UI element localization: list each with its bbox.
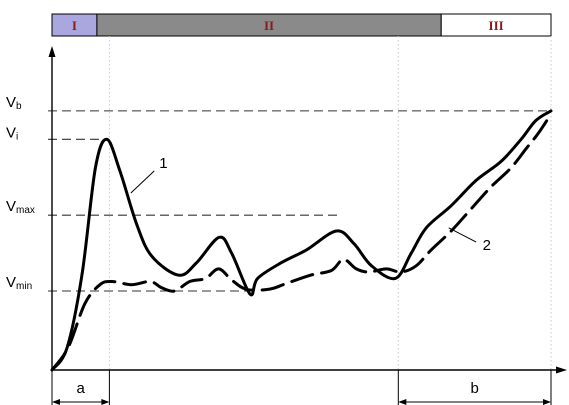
level-label-vmax: Vmax xyxy=(6,198,35,216)
axes xyxy=(48,46,567,374)
stage-bar: I II III xyxy=(51,13,552,37)
level-label-vmin: Vmin xyxy=(6,274,32,292)
curve-label-1: 1 xyxy=(159,155,167,172)
interval-arrow xyxy=(101,399,110,405)
interval-label-b: b xyxy=(470,380,478,397)
interval-arrow xyxy=(398,399,407,405)
stage-label: I xyxy=(72,18,77,33)
interval-arrow xyxy=(543,399,551,405)
guide-lines xyxy=(48,36,552,370)
level-label-main: V xyxy=(6,198,16,215)
interval-label-a: a xyxy=(77,380,86,397)
level-label-sub: i xyxy=(16,131,18,142)
interval-arrow xyxy=(52,399,60,405)
stage-label: III xyxy=(489,18,504,33)
stage-label: II xyxy=(264,18,274,33)
level-label-main: V xyxy=(6,274,16,291)
level-label-main: V xyxy=(6,94,16,111)
level-label-vb: Vb xyxy=(6,94,22,112)
curves xyxy=(50,109,553,372)
x-axis-arrow xyxy=(556,366,567,374)
curve-1 xyxy=(50,109,553,372)
curve-2 xyxy=(50,112,553,372)
curve-label-2: 2 xyxy=(483,237,491,254)
y-axis-arrow xyxy=(48,46,56,57)
level-label-sub: max xyxy=(16,205,35,216)
level-label-vi: Vi xyxy=(6,124,18,142)
curve-label-leader xyxy=(448,227,477,243)
level-label-main: V xyxy=(6,124,16,141)
curve-label-leader xyxy=(130,170,155,194)
curve-labels: 12 xyxy=(130,155,491,254)
level-label-sub: b xyxy=(16,101,22,112)
level-label-sub: min xyxy=(16,281,32,292)
stage-segment xyxy=(440,13,552,37)
